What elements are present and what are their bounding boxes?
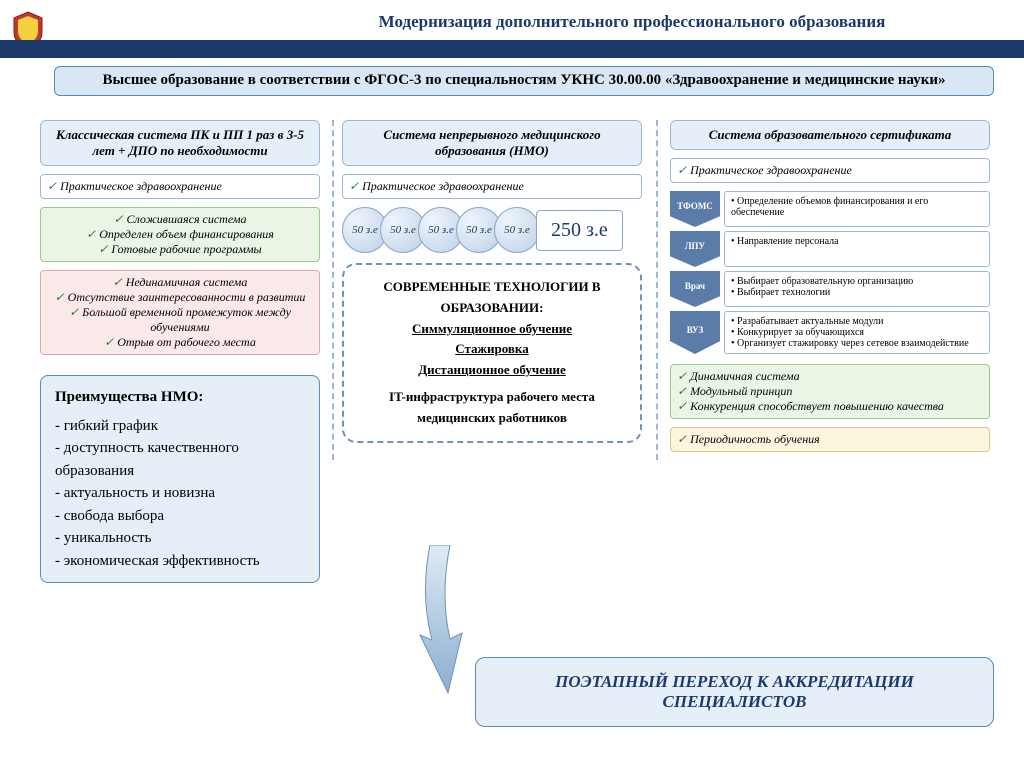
tech-item-1: Стажировка bbox=[354, 339, 630, 360]
col1-cons: Нединамичная системаОтсутствие заинтерес… bbox=[40, 270, 320, 355]
tech-item-0: Симмуляционное обучение bbox=[354, 319, 630, 340]
top-banner: Высшее образование в соответствии с ФГОС… bbox=[54, 66, 994, 96]
col3-header: Система образовательного сертификата bbox=[670, 120, 990, 150]
advantages-box: Преимущества НМО: - гибкий график- досту… bbox=[40, 375, 320, 583]
tech-item-2: Дистанционное обучение bbox=[354, 360, 630, 381]
tech-footer: IT-инфраструктура рабочего места медицин… bbox=[354, 387, 630, 429]
tech-title: СОВРЕМЕННЫЕ ТЕХНОЛОГИИ В ОБРАЗОВАНИИ: bbox=[354, 277, 630, 319]
chevron-list: ТФОМСОпределение объемов финансирования … bbox=[670, 191, 990, 358]
column-cert: Система образовательного сертификата Пра… bbox=[670, 120, 990, 460]
divider-1 bbox=[332, 120, 334, 460]
col3-yellow: Периодичность обучения bbox=[670, 427, 990, 452]
column-classic: Классическая система ПК и ПП 1 раз в 3-5… bbox=[40, 120, 320, 583]
col3-practice: Практическое здравоохранение bbox=[670, 158, 990, 183]
col2-practice: Практическое здравоохранение bbox=[342, 174, 642, 199]
advantages-header: Преимущества НМО: bbox=[55, 386, 305, 409]
col1-header: Классическая система ПК и ПП 1 раз в 3-5… bbox=[40, 120, 320, 166]
column-nmo: Система непрерывного медицинского образо… bbox=[342, 120, 642, 443]
final-box: ПОЭТАПНЫЙ ПЕРЕХОД К АККРЕДИТАЦИИ СПЕЦИАЛ… bbox=[475, 657, 994, 727]
col2-header: Система непрерывного медицинского образо… bbox=[342, 120, 642, 166]
divider-2 bbox=[656, 120, 658, 460]
col3-pros: Динамичная системаМодульный принципКонку… bbox=[670, 364, 990, 419]
page-title: Модернизация дополнительного профессиона… bbox=[280, 12, 984, 32]
header-bar bbox=[0, 40, 1024, 58]
tech-box: СОВРЕМЕННЫЕ ТЕХНОЛОГИИ В ОБРАЗОВАНИИ: Си… bbox=[342, 263, 642, 443]
credits-row: 50 з.е50 з.е50 з.е50 з.е50 з.е250 з.е bbox=[342, 207, 642, 253]
arrow-down-icon bbox=[410, 545, 470, 695]
col1-practice: Практическое здравоохранение bbox=[40, 174, 320, 199]
col1-pros: Сложившаяся системаОпределен объем финан… bbox=[40, 207, 320, 262]
